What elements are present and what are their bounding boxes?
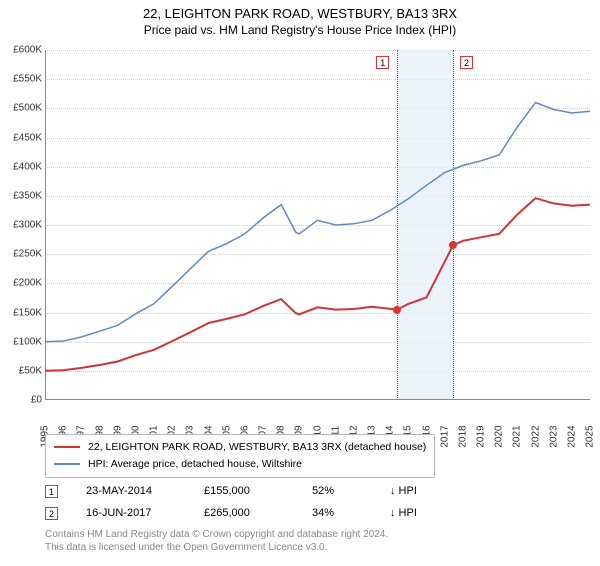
sale-row-2: 2 16-JUN-2017 £265,000 34% ↓ HPI <box>45 502 417 524</box>
sale-vs-hpi: ↓ HPI <box>390 507 417 519</box>
x-tick-label: 2019 <box>476 425 487 447</box>
legend-swatch-hpi <box>54 463 80 465</box>
sale-price: £155,000 <box>204 485 284 497</box>
x-tick-label: 2018 <box>457 425 468 447</box>
sale-date: 23-MAY-2014 <box>86 485 176 497</box>
y-tick-label: £450K <box>2 132 42 143</box>
line-plot <box>45 50 590 400</box>
sale-dot <box>449 241 457 249</box>
x-tick-label: 2017 <box>439 425 450 447</box>
series-hpi <box>45 103 590 342</box>
sale-vs-hpi: ↓ HPI <box>390 485 417 497</box>
sale-dot <box>393 306 401 314</box>
y-tick-label: £50K <box>2 365 42 376</box>
x-tick-label: 2023 <box>548 425 559 447</box>
y-tick-label: £100K <box>2 336 42 347</box>
x-tick-label: 2025 <box>585 425 596 447</box>
y-tick-label: £150K <box>2 307 42 318</box>
legend-item-hpi: HPI: Average price, detached house, Wilt… <box>54 456 426 473</box>
y-tick-label: £250K <box>2 249 42 260</box>
chart-title: 22, LEIGHTON PARK ROAD, WESTBURY, BA13 3… <box>0 6 600 21</box>
x-tick-label: 2022 <box>530 425 541 447</box>
y-tick-label: £200K <box>2 278 42 289</box>
legend-swatch-property <box>54 446 80 448</box>
legend-label: 22, LEIGHTON PARK ROAD, WESTBURY, BA13 3… <box>88 439 426 456</box>
sale-row-1: 1 23-MAY-2014 £155,000 52% ↓ HPI <box>45 480 417 502</box>
y-tick-label: £350K <box>2 190 42 201</box>
y-tick-label: £400K <box>2 161 42 172</box>
sale-price: £265,000 <box>204 507 284 519</box>
chart-container: 22, LEIGHTON PARK ROAD, WESTBURY, BA13 3… <box>0 6 600 566</box>
legend: 22, LEIGHTON PARK ROAD, WESTBURY, BA13 3… <box>45 434 435 478</box>
y-tick-label: £600K <box>2 45 42 56</box>
footer-line: Contains HM Land Registry data © Crown c… <box>45 528 388 541</box>
x-tick-label: 2021 <box>512 425 523 447</box>
footer-attribution: Contains HM Land Registry data © Crown c… <box>45 528 388 554</box>
x-tick-label: 2024 <box>566 425 577 447</box>
sale-table: 1 23-MAY-2014 £155,000 52% ↓ HPI 2 16-JU… <box>45 480 417 524</box>
footer-line: This data is licensed under the Open Gov… <box>45 541 388 554</box>
y-tick-label: £550K <box>2 74 42 85</box>
sale-index-box: 2 <box>45 507 58 520</box>
sale-date: 16-JUN-2017 <box>86 507 176 519</box>
x-tick-label: 2020 <box>494 425 505 447</box>
series-property <box>45 198 590 371</box>
sale-index-box: 1 <box>45 485 58 498</box>
sale-pct: 52% <box>312 485 362 497</box>
y-tick-label: £500K <box>2 103 42 114</box>
y-tick-label: £0 <box>2 395 42 406</box>
chart-subtitle: Price paid vs. HM Land Registry's House … <box>0 23 600 37</box>
sale-pct: 34% <box>312 507 362 519</box>
legend-label: HPI: Average price, detached house, Wilt… <box>88 456 302 473</box>
y-tick-label: £300K <box>2 220 42 231</box>
legend-item-property: 22, LEIGHTON PARK ROAD, WESTBURY, BA13 3… <box>54 439 426 456</box>
